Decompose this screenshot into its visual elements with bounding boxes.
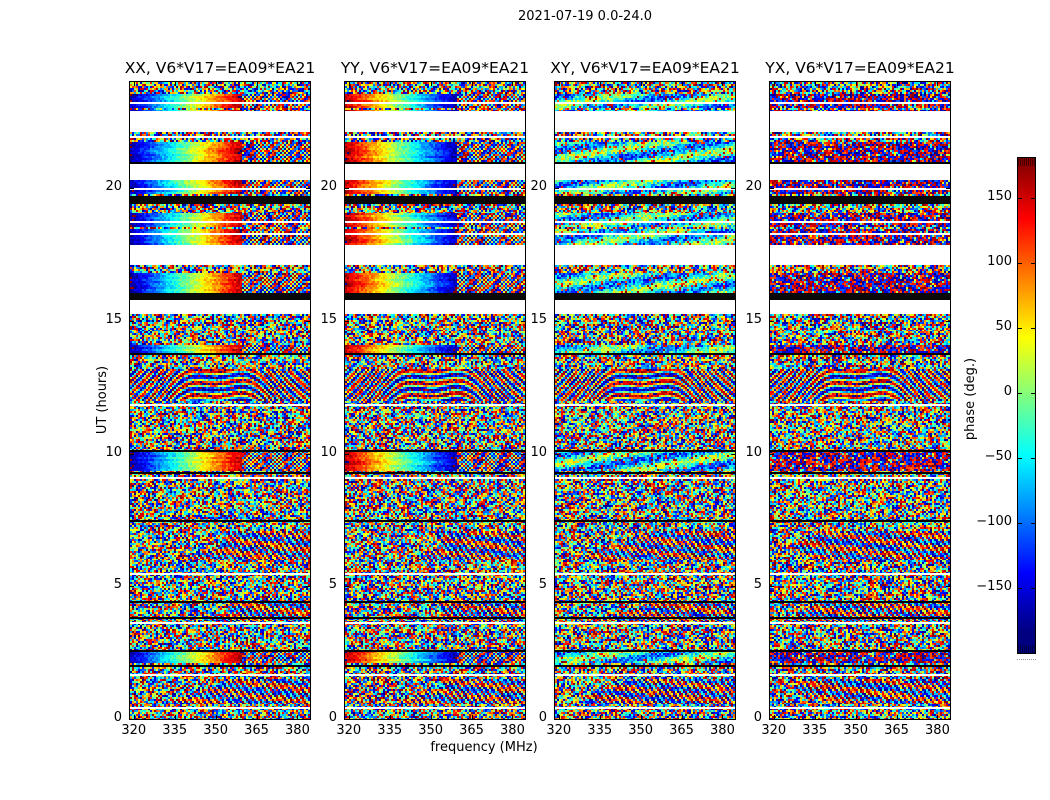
x-tick-label: 350 (628, 723, 654, 738)
x-tick-label: 320 (546, 723, 572, 738)
colorbar-dotted-edge (1017, 659, 1036, 660)
x-tick-label: 365 (244, 723, 269, 738)
y-axis-label: UT (hours) (95, 365, 110, 435)
y-tick-label: 20 (320, 179, 337, 195)
panel-title-yy: YY, V6*V17=EA09*EA21 (340, 59, 530, 77)
colorbar-tick-label: −50 (984, 449, 1012, 464)
x-tick-label: 365 (884, 723, 909, 738)
y-tick-label: 15 (530, 311, 547, 327)
x-tick-label: 335 (162, 723, 188, 738)
x-tick-label: 365 (669, 723, 694, 738)
x-tick-label: 335 (587, 723, 613, 738)
colorbar (1017, 157, 1036, 654)
y-tick-label: 20 (105, 179, 122, 195)
x-tick-label: 320 (121, 723, 147, 738)
x-tick-label: 380 (710, 723, 735, 738)
y-tick-label: 10 (320, 444, 337, 460)
x-tick-label: 350 (843, 723, 869, 738)
y-tick-label: 15 (320, 311, 337, 327)
x-tick-label: 335 (377, 723, 403, 738)
colorbar-tick-label: 150 (987, 189, 1012, 204)
y-tick-label: 20 (530, 179, 547, 195)
x-tick-label: 320 (761, 723, 787, 738)
x-tick-label: 365 (459, 723, 484, 738)
y-tick-label: 0 (328, 710, 337, 725)
figure-title: 2021-07-19 0.0-24.0 (518, 9, 652, 24)
waterfall-canvas-yx (769, 81, 951, 720)
y-tick-label: 10 (745, 444, 762, 460)
y-tick-label: 0 (753, 710, 762, 725)
panel-title-xy: XY, V6*V17=EA09*EA21 (550, 59, 740, 77)
y-tick-label: 5 (328, 577, 337, 593)
y-tick-label: 20 (745, 179, 762, 195)
y-tick-label: 5 (113, 577, 122, 593)
waterfall-canvas-yy (344, 81, 526, 720)
colorbar-tick-label: 50 (995, 319, 1012, 334)
y-tick-label: 5 (538, 577, 547, 593)
y-tick-label: 0 (538, 710, 547, 725)
colorbar-tick-label: −150 (976, 579, 1012, 594)
y-tick-label: 15 (105, 311, 122, 327)
x-tick-label: 320 (336, 723, 362, 738)
panel-title-xx: XX, V6*V17=EA09*EA21 (124, 59, 316, 77)
x-tick-label: 380 (285, 723, 310, 738)
x-axis-label: frequency (MHz) (430, 740, 538, 755)
y-tick-label: 10 (530, 444, 547, 460)
panel-title-yx: YX, V6*V17=EA09*EA21 (765, 59, 955, 77)
y-tick-label: 15 (745, 311, 762, 327)
y-tick-label: 10 (105, 444, 122, 460)
x-tick-label: 380 (925, 723, 950, 738)
colorbar-tick-label: 0 (1003, 384, 1012, 399)
x-tick-label: 350 (418, 723, 444, 738)
waterfall-canvas-xx (129, 81, 311, 720)
waterfall-canvas-xy (554, 81, 736, 720)
x-tick-label: 380 (500, 723, 525, 738)
y-tick-label: 0 (113, 710, 122, 725)
x-tick-label: 335 (802, 723, 828, 738)
x-tick-label: 350 (203, 723, 229, 738)
y-tick-label: 5 (753, 577, 762, 593)
colorbar-tick-label: −100 (976, 514, 1012, 529)
colorbar-tick-label: 100 (987, 254, 1012, 269)
